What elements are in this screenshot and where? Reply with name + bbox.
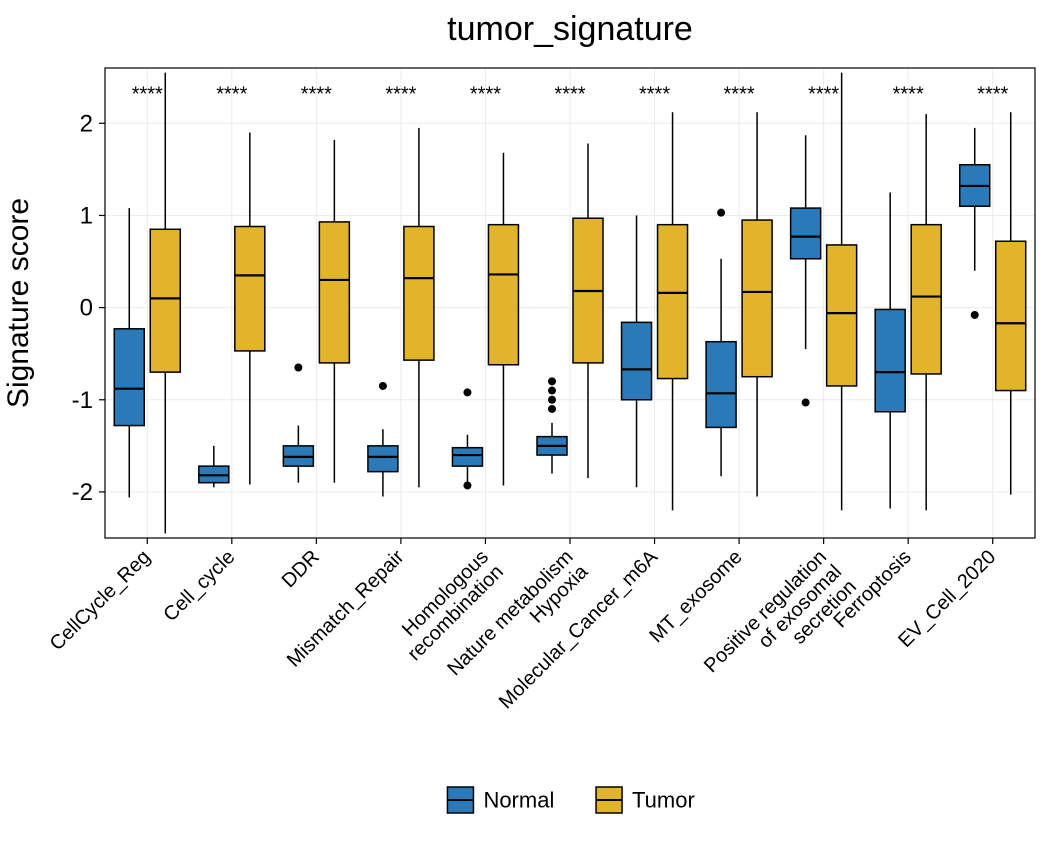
ytick-label: -2	[72, 479, 93, 506]
y-axis-label: Signature score	[2, 198, 35, 408]
chart-title: tumor_signature	[447, 10, 693, 48]
legend-label: Normal	[483, 788, 554, 813]
significance-label: ****	[724, 83, 755, 105]
ytick-label: -1	[72, 387, 93, 414]
outlier	[717, 209, 725, 217]
outlier	[802, 399, 810, 407]
significance-label: ****	[808, 83, 839, 105]
background	[0, 0, 1054, 850]
ytick-label: 2	[80, 110, 93, 137]
significance-label: ****	[977, 83, 1008, 105]
ytick-label: 0	[80, 295, 93, 322]
outlier	[294, 364, 302, 372]
outlier	[463, 481, 471, 489]
ytick-label: 1	[80, 202, 93, 229]
legend-label: Tumor	[632, 788, 695, 813]
outlier	[379, 382, 387, 390]
significance-label: ****	[132, 83, 163, 105]
significance-label: ****	[385, 83, 416, 105]
significance-label: ****	[216, 83, 247, 105]
significance-label: ****	[893, 83, 924, 105]
significance-label: ****	[639, 83, 670, 105]
significance-label: ****	[470, 83, 501, 105]
outlier	[548, 396, 556, 404]
boxplot-chart: tumor_signature -2 -1 0 1 2 Signature score ***…	[0, 0, 1054, 850]
significance-label: ****	[301, 83, 332, 105]
outlier	[548, 377, 556, 385]
outlier	[548, 405, 556, 413]
outlier	[548, 387, 556, 395]
outlier	[971, 311, 979, 319]
outlier	[463, 388, 471, 396]
significance-label: ****	[554, 83, 585, 105]
